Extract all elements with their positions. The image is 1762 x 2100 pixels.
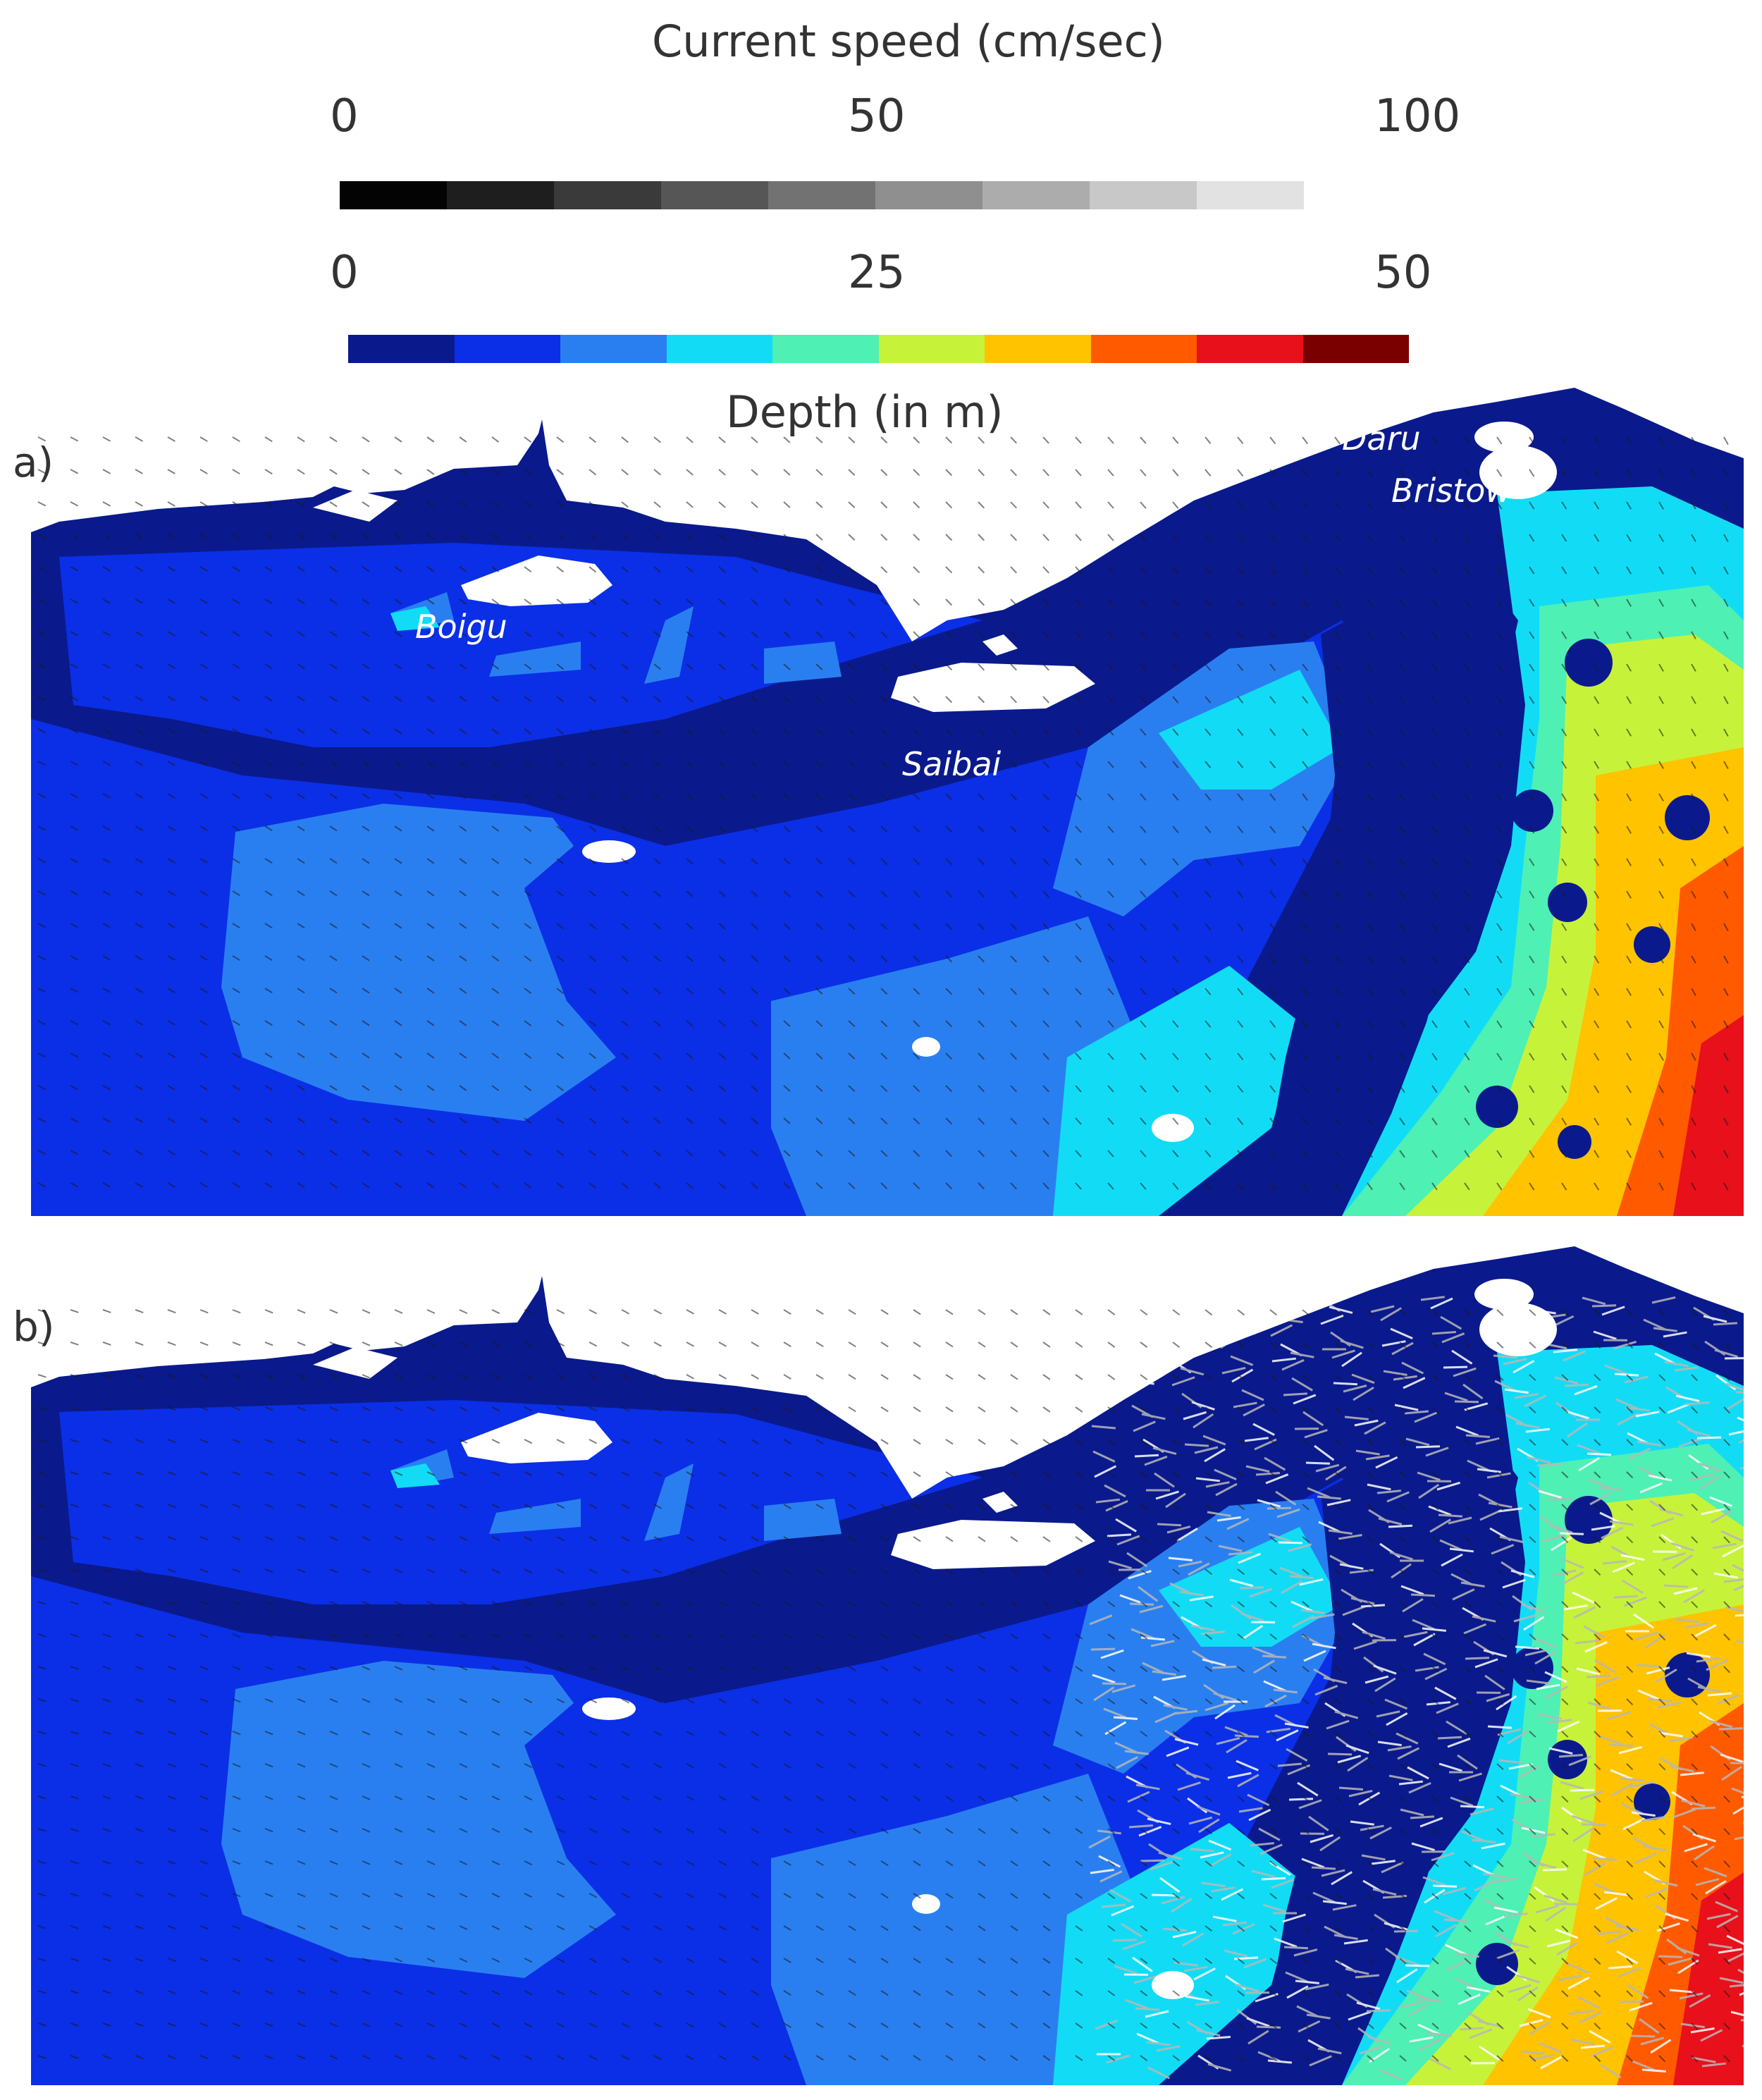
depth-tick-25: 25	[848, 247, 906, 299]
depth-swatch-9	[1302, 335, 1409, 363]
speed-colorbar	[340, 181, 1304, 209]
saibai-label: Saibai	[902, 745, 1002, 783]
shoal-b1	[221, 1661, 616, 1978]
cyan-b2	[1053, 1823, 1300, 2085]
shoal-a1	[221, 804, 616, 1121]
speed-tick-0: 0	[330, 90, 359, 142]
speed-swatch-2	[554, 181, 661, 209]
speed-legend-title: Current speed (cm/sec)	[652, 16, 1165, 67]
red-a	[1673, 1015, 1744, 1216]
mid-shelf-a1	[59, 543, 982, 747]
boigu-cyan-b	[390, 1463, 440, 1488]
depth-swatch-8	[1197, 335, 1303, 363]
panel-b-map	[31, 1246, 1744, 2085]
depth-swatch-3	[666, 335, 772, 363]
boigu-label: Boigu	[415, 608, 507, 646]
daru-label: Daru	[1342, 419, 1421, 458]
speed-swatch-7	[1090, 181, 1197, 209]
depth-swatch-5	[878, 335, 985, 363]
depth-swatch-0	[348, 335, 455, 363]
depth-swatch-6	[985, 335, 1091, 363]
reef-holes-a	[1476, 639, 1710, 1159]
panel-a-label: a)	[13, 438, 54, 486]
speed-swatch-0	[340, 181, 447, 209]
panel-a-map: Boigu Saibai Daru Bristow	[31, 388, 1744, 1216]
depth-swatch-2	[560, 335, 667, 363]
daru-island	[1479, 446, 1557, 499]
deep-channel-a	[1257, 564, 1518, 1216]
speed-swatch-3	[661, 181, 768, 209]
speed-tick-100: 100	[1374, 90, 1461, 142]
depth-legend-title: Depth (in m)	[726, 386, 1004, 438]
depth-tick-50: 50	[1374, 247, 1432, 299]
boigu-island	[461, 555, 612, 606]
depth-tick-0: 0	[330, 247, 359, 299]
saibai-island	[891, 663, 1095, 712]
panel-b-label: b)	[13, 1303, 55, 1351]
cyan-a1	[1159, 670, 1342, 790]
cyan-a2	[1053, 966, 1300, 1216]
speed-swatch-5	[875, 181, 982, 209]
bristow-label: Bristow	[1391, 472, 1512, 510]
depth-swatch-4	[772, 335, 879, 363]
islands-b	[313, 1279, 1557, 1999]
deep-channel-b	[1257, 1421, 1518, 2085]
islands-a	[313, 422, 1557, 1142]
islet-a1	[313, 490, 398, 522]
fast-current-field-b	[1088, 1281, 1744, 2080]
depth-swatch-7	[1090, 335, 1197, 363]
mid-shelf-b1	[59, 1400, 982, 1604]
boigu-cyan	[390, 606, 440, 631]
depth-colorbar	[348, 335, 1409, 363]
speed-swatch-8	[1197, 181, 1304, 209]
depth-swatch-1	[454, 335, 560, 363]
speed-swatch-6	[982, 181, 1090, 209]
speed-tick-50: 50	[848, 90, 906, 142]
speed-swatch-1	[447, 181, 554, 209]
current-vectors-b	[37, 1309, 1731, 2063]
speed-swatch-4	[768, 181, 875, 209]
current-vectors-a	[37, 436, 1729, 1191]
